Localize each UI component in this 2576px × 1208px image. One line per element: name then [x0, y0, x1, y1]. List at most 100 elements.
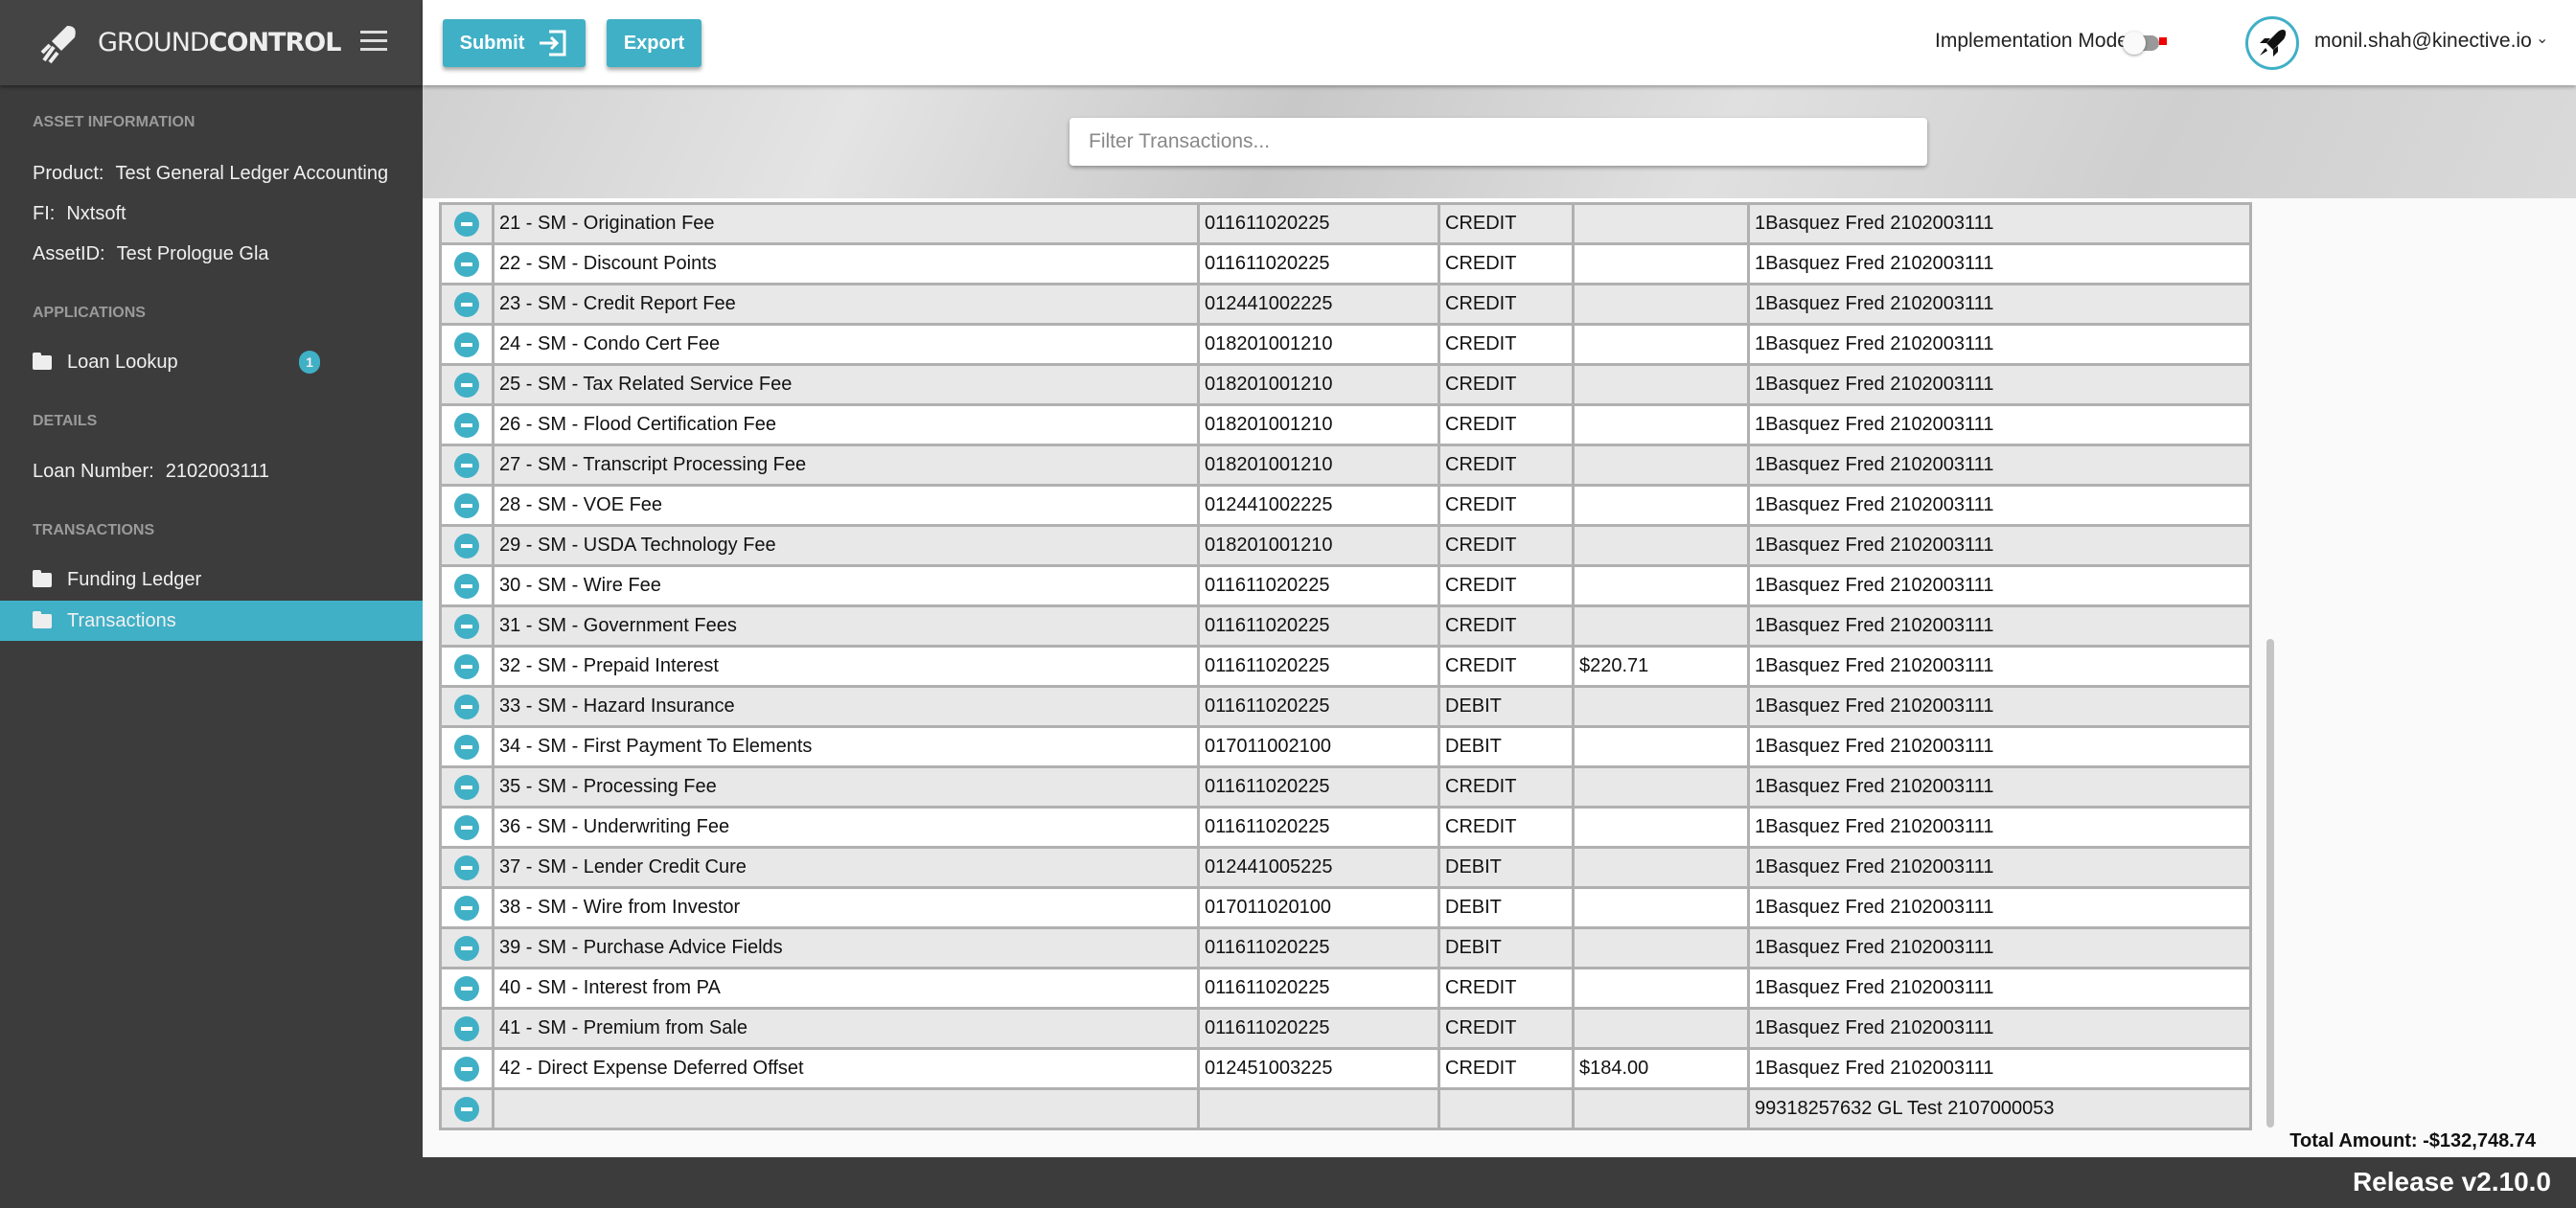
remove-row-icon[interactable] — [454, 734, 479, 760]
account-cell[interactable]: 018201001210 — [1197, 444, 1440, 487]
amount-cell[interactable] — [1572, 926, 1750, 969]
remove-row-icon[interactable] — [454, 533, 479, 558]
name-cell[interactable]: 1Basquez Fred 2102003111 — [1747, 202, 2252, 245]
amount-cell[interactable] — [1572, 484, 1750, 527]
account-cell[interactable]: 011611020225 — [1197, 967, 1440, 1010]
amount-cell[interactable] — [1572, 403, 1750, 446]
description-cell[interactable]: 33 - SM - Hazard Insurance — [492, 685, 1200, 728]
description-cell[interactable]: 32 - SM - Prepaid Interest — [492, 645, 1200, 688]
remove-row-icon[interactable] — [454, 412, 479, 438]
amount-cell[interactable] — [1572, 1087, 1750, 1130]
type-cell[interactable]: CREDIT — [1438, 806, 1575, 849]
name-cell[interactable]: 1Basquez Fred 2102003111 — [1747, 765, 2252, 809]
remove-row-icon[interactable] — [454, 694, 479, 719]
name-cell[interactable]: 1Basquez Fred 2102003111 — [1747, 444, 2252, 487]
amount-cell[interactable] — [1572, 806, 1750, 849]
account-cell[interactable]: 018201001210 — [1197, 524, 1440, 567]
remove-row-icon[interactable] — [454, 372, 479, 398]
type-cell[interactable]: DEBIT — [1438, 685, 1575, 728]
name-cell[interactable]: 1Basquez Fred 2102003111 — [1747, 242, 2252, 285]
description-cell[interactable]: 22 - SM - Discount Points — [492, 242, 1200, 285]
amount-cell[interactable] — [1572, 444, 1750, 487]
type-cell[interactable]: CREDIT — [1438, 444, 1575, 487]
type-cell[interactable]: CREDIT — [1438, 1007, 1575, 1050]
menu-icon[interactable] — [360, 31, 387, 52]
description-cell[interactable]: 26 - SM - Flood Certification Fee — [492, 403, 1200, 446]
description-cell[interactable]: 24 - SM - Condo Cert Fee — [492, 323, 1200, 366]
type-cell[interactable]: CREDIT — [1438, 564, 1575, 607]
name-cell[interactable]: 99318257632 GL Test 2107000053 — [1747, 1087, 2252, 1130]
remove-row-icon[interactable] — [454, 291, 479, 317]
remove-row-icon[interactable] — [454, 251, 479, 277]
description-cell[interactable]: 36 - SM - Underwriting Fee — [492, 806, 1200, 849]
name-cell[interactable]: 1Basquez Fred 2102003111 — [1747, 363, 2252, 406]
account-cell[interactable]: 017011020100 — [1197, 886, 1440, 929]
amount-cell[interactable] — [1572, 363, 1750, 406]
amount-cell[interactable] — [1572, 564, 1750, 607]
implementation-mode-toggle[interactable] — [2123, 32, 2167, 55]
name-cell[interactable]: 1Basquez Fred 2102003111 — [1747, 524, 2252, 567]
type-cell[interactable]: CREDIT — [1438, 323, 1575, 366]
type-cell[interactable]: CREDIT — [1438, 283, 1575, 326]
sidebar-item-loan-lookup[interactable]: Loan Lookup 1 — [0, 342, 423, 382]
remove-row-icon[interactable] — [454, 653, 479, 679]
remove-row-icon[interactable] — [454, 935, 479, 961]
description-cell[interactable]: 31 - SM - Government Fees — [492, 604, 1200, 648]
amount-cell[interactable] — [1572, 524, 1750, 567]
type-cell[interactable]: CREDIT — [1438, 484, 1575, 527]
remove-row-icon[interactable] — [454, 1096, 479, 1122]
amount-cell[interactable] — [1572, 202, 1750, 245]
name-cell[interactable]: 1Basquez Fred 2102003111 — [1747, 967, 2252, 1010]
remove-row-icon[interactable] — [454, 331, 479, 357]
type-cell[interactable]: CREDIT — [1438, 524, 1575, 567]
description-cell[interactable]: 35 - SM - Processing Fee — [492, 765, 1200, 809]
type-cell[interactable]: DEBIT — [1438, 926, 1575, 969]
account-cell[interactable]: 012441005225 — [1197, 846, 1440, 889]
type-cell[interactable]: CREDIT — [1438, 202, 1575, 245]
name-cell[interactable]: 1Basquez Fred 2102003111 — [1747, 484, 2252, 527]
amount-cell[interactable]: $220.71 — [1572, 645, 1750, 688]
description-cell[interactable]: 42 - Direct Expense Deferred Offset — [492, 1047, 1200, 1090]
name-cell[interactable]: 1Basquez Fred 2102003111 — [1747, 564, 2252, 607]
remove-row-icon[interactable] — [454, 774, 479, 800]
type-cell[interactable]: DEBIT — [1438, 886, 1575, 929]
name-cell[interactable]: 1Basquez Fred 2102003111 — [1747, 725, 2252, 768]
description-cell[interactable]: 28 - SM - VOE Fee — [492, 484, 1200, 527]
avatar[interactable] — [2245, 16, 2299, 70]
description-cell[interactable]: 38 - SM - Wire from Investor — [492, 886, 1200, 929]
description-cell[interactable]: 27 - SM - Transcript Processing Fee — [492, 444, 1200, 487]
type-cell[interactable]: DEBIT — [1438, 846, 1575, 889]
amount-cell[interactable] — [1572, 765, 1750, 809]
account-cell[interactable]: 018201001210 — [1197, 363, 1440, 406]
description-cell[interactable]: 23 - SM - Credit Report Fee — [492, 283, 1200, 326]
filter-transactions-input[interactable] — [1070, 118, 1927, 166]
remove-row-icon[interactable] — [454, 1015, 479, 1041]
account-cell[interactable]: 011611020225 — [1197, 926, 1440, 969]
name-cell[interactable]: 1Basquez Fred 2102003111 — [1747, 806, 2252, 849]
sidebar-item-funding-ledger[interactable]: Funding Ledger — [0, 559, 423, 600]
type-cell[interactable]: CREDIT — [1438, 1047, 1575, 1090]
name-cell[interactable]: 1Basquez Fred 2102003111 — [1747, 846, 2252, 889]
account-cell[interactable]: 011611020225 — [1197, 564, 1440, 607]
description-cell[interactable]: 21 - SM - Origination Fee — [492, 202, 1200, 245]
chevron-down-icon[interactable]: ⌄ — [2536, 31, 2549, 47]
account-cell[interactable]: 018201001210 — [1197, 403, 1440, 446]
remove-row-icon[interactable] — [454, 895, 479, 921]
name-cell[interactable]: 1Basquez Fred 2102003111 — [1747, 604, 2252, 648]
remove-row-icon[interactable] — [454, 573, 479, 599]
amount-cell[interactable] — [1572, 967, 1750, 1010]
scrollbar[interactable] — [2266, 639, 2274, 1128]
account-cell[interactable]: 011611020225 — [1197, 806, 1440, 849]
amount-cell[interactable] — [1572, 283, 1750, 326]
amount-cell[interactable] — [1572, 846, 1750, 889]
type-cell[interactable]: CREDIT — [1438, 645, 1575, 688]
account-cell[interactable]: 012441002225 — [1197, 484, 1440, 527]
description-cell[interactable]: 25 - SM - Tax Related Service Fee — [492, 363, 1200, 406]
remove-row-icon[interactable] — [454, 1056, 479, 1082]
description-cell[interactable]: 39 - SM - Purchase Advice Fields — [492, 926, 1200, 969]
account-cell[interactable]: 017011002100 — [1197, 725, 1440, 768]
amount-cell[interactable] — [1572, 242, 1750, 285]
amount-cell[interactable] — [1572, 323, 1750, 366]
description-cell[interactable]: 34 - SM - First Payment To Elements — [492, 725, 1200, 768]
account-cell[interactable]: 011611020225 — [1197, 645, 1440, 688]
